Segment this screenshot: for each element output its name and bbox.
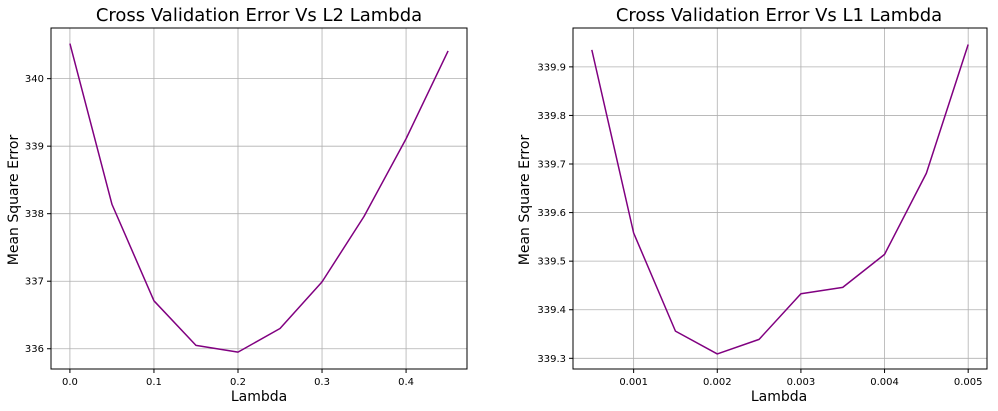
y-tick-label: 339.4 (537, 305, 566, 316)
series-line (591, 44, 969, 355)
y-tick-label: 339.7 (537, 160, 566, 171)
y-tick-label: 337 (25, 277, 44, 288)
y-axis-label: Mean Square Error (6, 135, 22, 266)
chart-l2-lambda: Cross Validation Error Vs L2 Lambda Lamb… (6, 5, 468, 405)
series-line (69, 43, 449, 353)
x-tick-label: 0.4 (398, 377, 414, 388)
x-tick-label: 0.1 (146, 377, 162, 388)
y-tick-label: 339.5 (537, 257, 566, 268)
grid (51, 28, 467, 369)
chart-title: Cross Validation Error Vs L2 Lambda (96, 5, 422, 26)
y-tick-label: 336 (25, 344, 44, 355)
x-tick-label: 0.004 (870, 377, 899, 388)
x-tick-label: 0.0 (62, 377, 78, 388)
x-axis-label: Lambda (231, 389, 287, 405)
chart-l1-lambda: Cross Validation Error Vs L1 Lambda Lamb… (517, 5, 988, 405)
y-tick-label: 339.8 (537, 111, 566, 122)
chart-title: Cross Validation Error Vs L1 Lambda (616, 5, 942, 26)
x-tick-label: 0.3 (314, 377, 330, 388)
y-tick-label: 338 (25, 209, 44, 220)
x-tick-label: 0.002 (703, 377, 732, 388)
y-tick-label: 339.9 (537, 62, 566, 73)
x-tick-label: 0.2 (230, 377, 246, 388)
x-axis-label: Lambda (751, 389, 807, 405)
y-axis-label: Mean Square Error (517, 135, 533, 266)
x-tick-label: 0.005 (954, 377, 983, 388)
y-tick-label: 339.6 (537, 208, 566, 219)
y-tick-label: 339.3 (537, 354, 566, 365)
x-tick-label: 0.003 (787, 377, 816, 388)
y-tick-label: 339 (25, 142, 44, 153)
plot-frame (50, 27, 468, 370)
y-tick-label: 340 (25, 74, 44, 85)
x-tick-label: 0.001 (619, 377, 648, 388)
plot-frame (572, 27, 988, 370)
grid (573, 28, 987, 369)
